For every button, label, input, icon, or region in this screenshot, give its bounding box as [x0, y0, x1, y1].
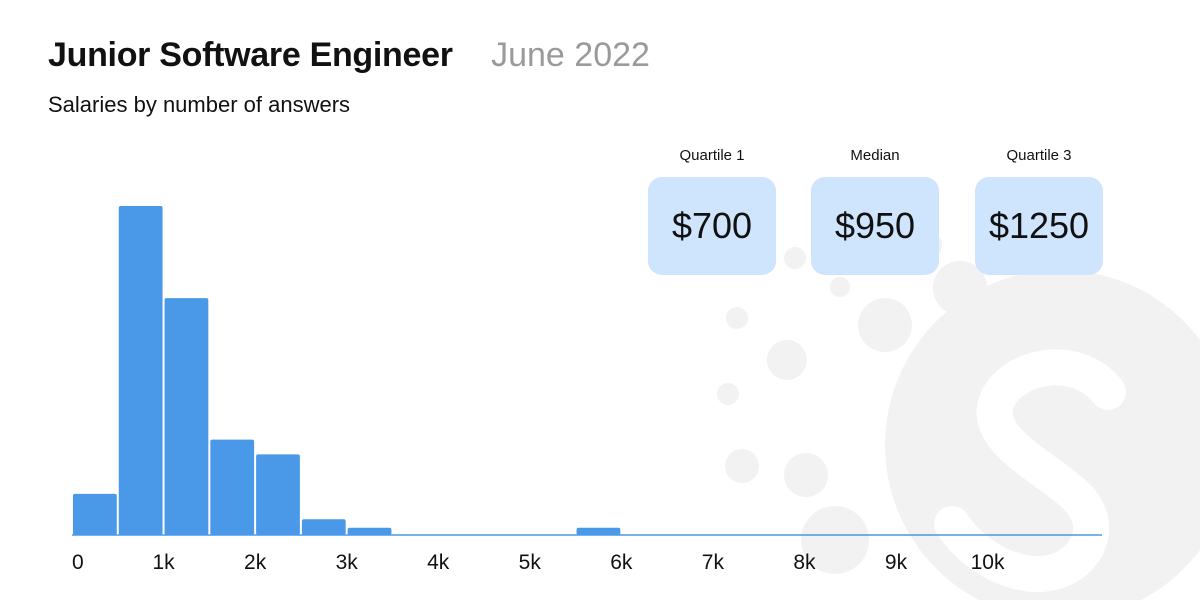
histogram-bar-6	[347, 527, 392, 535]
x-tick-label: 3k	[336, 551, 359, 574]
chart-subtitle: Salaries by number of answers	[48, 92, 351, 117]
x-tick-label: 6k	[610, 551, 633, 574]
x-tick-label: 1k	[152, 551, 175, 574]
histogram-bar-3	[210, 439, 255, 535]
x-tick-label: 7k	[702, 551, 725, 574]
quartile-1-card: $700	[648, 177, 776, 275]
x-tick-label: 9k	[885, 551, 908, 574]
histogram-bar-1	[118, 206, 163, 535]
title-row: Junior Software Engineer June 2022	[48, 36, 650, 75]
histogram-bar-7	[576, 527, 621, 535]
median-card: $950	[811, 177, 939, 275]
histogram-bar-2	[164, 298, 209, 535]
report-date: June 2022	[491, 36, 650, 74]
histogram-bar-0	[73, 493, 117, 535]
histogram-bar-4	[256, 454, 300, 535]
x-tick-label: 8k	[793, 551, 816, 574]
x-tick-label: 5k	[519, 551, 542, 574]
x-tick-label: 2k	[244, 551, 267, 574]
quartile-3-label: Quartile 3	[1006, 147, 1072, 164]
x-tick-label: 10k	[971, 551, 1005, 574]
x-tick-label: 4k	[427, 551, 450, 574]
x-tick-label: 0	[72, 551, 84, 574]
histogram-bar-5	[301, 519, 346, 535]
quartile-3-card: $1250	[975, 177, 1103, 275]
page-title: Junior Software Engineer	[48, 36, 453, 74]
quartile-1-label: Quartile 1	[679, 147, 745, 164]
median-label: Median	[850, 147, 900, 164]
